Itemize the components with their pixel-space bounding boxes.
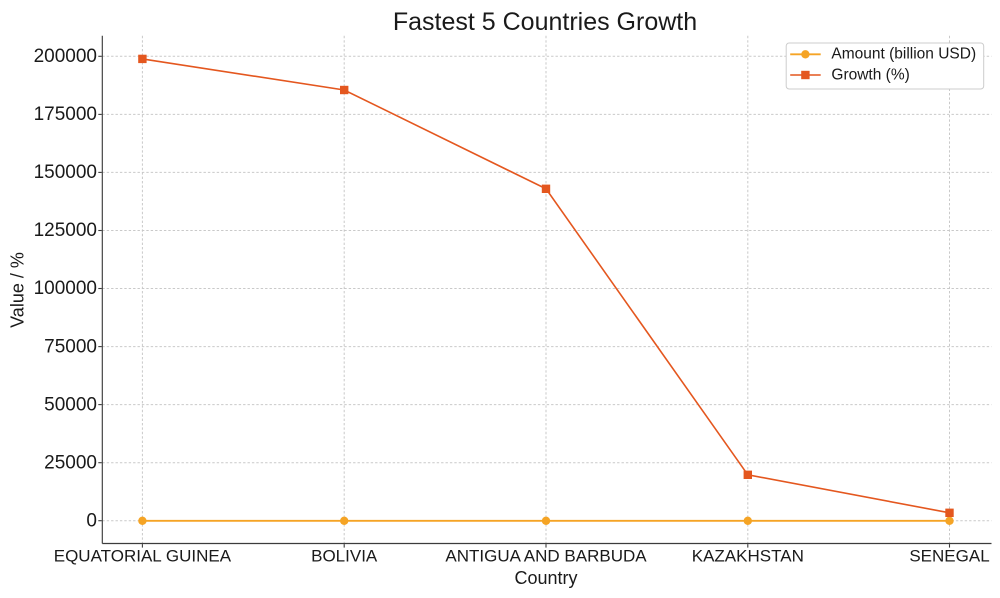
svg-text:Growth (%): Growth (%) [831, 66, 909, 83]
svg-text:25000: 25000 [44, 452, 97, 473]
svg-text:75000: 75000 [44, 336, 97, 357]
svg-text:Fastest 5 Countries Growth: Fastest 5 Countries Growth [393, 8, 697, 36]
svg-text:125000: 125000 [34, 220, 97, 241]
svg-text:100000: 100000 [34, 278, 97, 299]
svg-text:BOLIVIA: BOLIVIA [311, 547, 378, 566]
svg-text:EQUATORIAL GUINEA: EQUATORIAL GUINEA [54, 547, 232, 566]
svg-text:Country: Country [514, 568, 577, 588]
svg-text:SENEGAL: SENEGAL [909, 547, 989, 566]
svg-text:Value / %: Value / % [7, 252, 27, 328]
svg-text:175000: 175000 [34, 104, 97, 125]
svg-text:0: 0 [86, 510, 97, 531]
svg-text:KAZAKHSTAN: KAZAKHSTAN [692, 547, 804, 566]
svg-text:Amount (billion USD): Amount (billion USD) [831, 46, 976, 63]
svg-text:50000: 50000 [44, 394, 97, 415]
svg-text:150000: 150000 [34, 162, 97, 183]
svg-text:200000: 200000 [34, 46, 97, 67]
svg-text:ANTIGUA AND BARBUDA: ANTIGUA AND BARBUDA [445, 547, 647, 566]
